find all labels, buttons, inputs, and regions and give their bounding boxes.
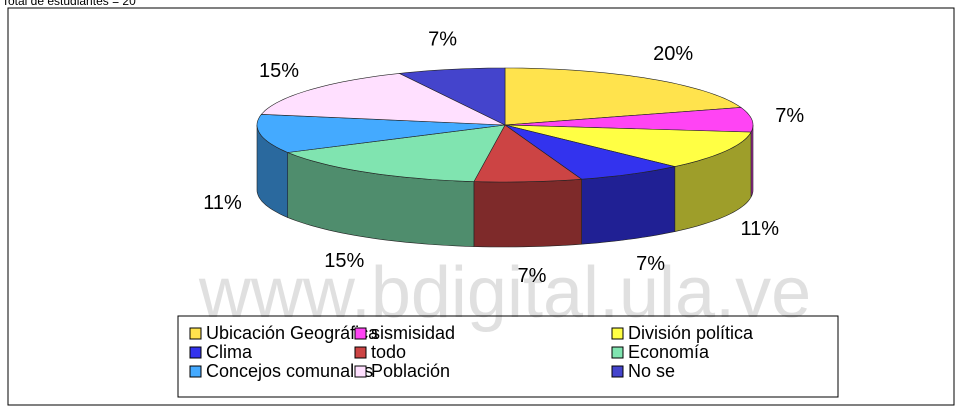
legend-box [177,315,839,398]
legend-swatch [354,365,367,378]
slice-top [504,124,752,167]
legend-swatch [354,327,367,340]
data-label: 7% [636,253,665,275]
data-label: 7% [775,105,804,127]
legend-label: Concejos comunales [206,361,373,381]
slice [504,124,752,232]
legend-swatch [189,346,202,359]
legend-label: División política [628,323,754,343]
slice [260,73,506,126]
slice-top [504,124,675,180]
legend-label: sismisidad [371,323,455,343]
slice [473,124,583,248]
slice-top [256,113,506,153]
legend-label: Economía [628,342,710,362]
data-label: 15% [259,60,299,82]
data-label: 20% [653,43,693,65]
slice-top [398,67,506,126]
slice-top [504,107,754,133]
legend-label: Población [371,361,450,381]
legend-swatch [611,327,624,340]
data-label: 7% [517,265,546,287]
data-label: 15% [324,250,364,272]
legend-swatch [354,346,367,359]
slice [287,124,506,247]
chart-title: Total de estudiantes = 20 [2,0,136,8]
legend-label: todo [371,342,406,362]
data-label: 7% [428,28,457,50]
legend-swatch [611,346,624,359]
data-label: 11% [203,192,242,214]
slice-top [287,124,506,182]
legend-label: Ubicación Geográfica [206,323,379,343]
slice [256,113,506,218]
legend-swatch [189,327,202,340]
legend-swatch [189,365,202,378]
data-label: 11% [741,218,780,240]
slice-top [473,124,583,183]
slice [504,124,676,245]
slice-top [260,73,506,126]
slice-side [473,178,582,248]
slice [504,67,742,126]
slice [398,67,506,126]
legend-label: Clima [206,342,253,362]
legend-label: No se [628,361,675,381]
legend-swatch [611,365,624,378]
watermark: www.bdigital.ula.ve [198,253,811,333]
slice-top [504,67,742,126]
